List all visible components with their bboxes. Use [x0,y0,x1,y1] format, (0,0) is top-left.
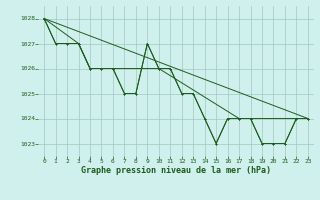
X-axis label: Graphe pression niveau de la mer (hPa): Graphe pression niveau de la mer (hPa) [81,166,271,175]
